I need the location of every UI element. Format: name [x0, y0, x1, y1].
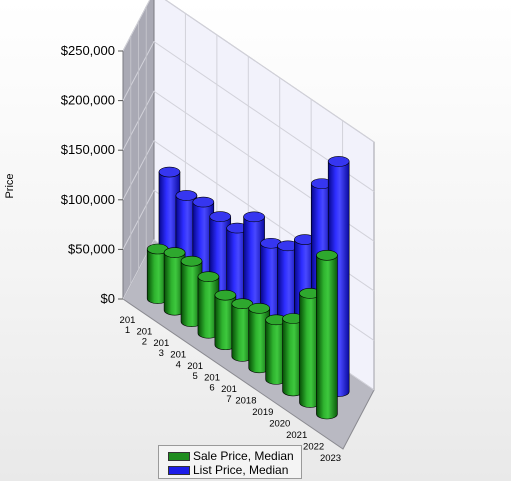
- y-tick-label: $200,000: [61, 93, 115, 108]
- x-tick-label-line: 7: [226, 394, 231, 405]
- bar-top: [192, 196, 215, 208]
- legend-label-sale: Sale Price, Median: [193, 449, 294, 463]
- legend-item-sale: Sale Price, Median: [168, 449, 301, 463]
- bar-sale: [299, 288, 321, 408]
- x-tick-label: 2023: [320, 453, 341, 464]
- legend: Sale Price, Median List Price, Median: [158, 445, 302, 479]
- bar-top: [180, 255, 203, 267]
- x-tick-label-line: 2019: [252, 407, 273, 418]
- gridline: [122, 0, 375, 143]
- x-tick-label-line: 4: [176, 359, 181, 370]
- bar-sale: [231, 298, 254, 362]
- x-tick-label-line: 6: [209, 382, 214, 393]
- bar-sale: [214, 289, 237, 351]
- bar-top: [327, 156, 350, 167]
- x-tick-label-line: 201: [153, 338, 169, 349]
- legend-label-list: List Price, Median: [193, 463, 289, 477]
- y-tick-label: $100,000: [61, 192, 115, 207]
- bar-top: [175, 190, 198, 201]
- y-axis-ticks: $0 $50,000 $100,000 $150,000 $200,000 $250,00…: [61, 43, 123, 306]
- x-tick-label: 2020: [269, 419, 290, 430]
- y-tick-label: $50,000: [68, 241, 115, 256]
- y-tick-label: $250,000: [61, 43, 115, 58]
- gridline: [122, 40, 375, 193]
- x-tick-label-line: 2018: [235, 396, 256, 407]
- bars: [146, 156, 350, 420]
- y-tick-label: $150,000: [61, 142, 115, 157]
- bar-top: [214, 289, 237, 301]
- x-tick-label: 2019: [252, 407, 273, 418]
- legend-swatch-sale: [168, 451, 190, 461]
- x-tick-label-line: 2020: [269, 419, 290, 430]
- x-tick-label: 201 3: [153, 338, 169, 359]
- bar-top: [209, 211, 232, 222]
- x-tick-label: 201 7: [221, 384, 237, 405]
- y-tick-label: $0: [101, 291, 115, 306]
- x-tick-label-line: 2021: [286, 430, 307, 441]
- x-tick-label-line: 3: [159, 348, 164, 359]
- x-tick-label-line: 2022: [303, 442, 324, 453]
- x-tick-label: 201 2: [136, 326, 152, 347]
- x-tick-label: 201 1: [120, 315, 136, 336]
- x-tick-label-line: 201: [136, 326, 152, 337]
- x-axis-labels: 201 1 201 2 201 3 201 4 201 5 201 6 201 7 201820192020…: [120, 315, 342, 464]
- x-tick-label-line: 201: [120, 315, 136, 326]
- bar-top: [158, 166, 181, 178]
- x-tick-label-line: 201: [221, 384, 237, 395]
- bar-body: [316, 254, 338, 420]
- gridline: [122, 90, 375, 242]
- x-tick-label-line: 2023: [320, 453, 341, 464]
- x-tick-label: 201 6: [204, 372, 220, 393]
- x-tick-label: 2021: [286, 430, 307, 441]
- bar-top: [231, 298, 254, 310]
- x-tick-label: 2018: [235, 396, 256, 407]
- legend-item-list: List Price, Median: [168, 463, 301, 477]
- x-tick-label-line: 1: [125, 325, 130, 336]
- x-tick-label-line: 2: [142, 336, 147, 347]
- x-tick-label-line: 201: [187, 361, 203, 372]
- x-tick-label-line: 201: [204, 372, 220, 383]
- bar-sale: [316, 249, 338, 420]
- bar-top: [248, 303, 271, 314]
- x-tick-label: 201 4: [170, 349, 186, 370]
- y-axis-title: Price: [4, 173, 16, 198]
- legend-swatch-list: [168, 465, 190, 475]
- x-tick-label: 2022: [303, 442, 324, 453]
- bar-top: [163, 247, 186, 258]
- x-tick-label-line: 201: [170, 349, 186, 360]
- x-tick-label: 201 5: [187, 361, 203, 382]
- bar-top: [197, 271, 220, 282]
- bar-top: [316, 249, 338, 261]
- bar-top: [243, 211, 265, 223]
- x-tick-label-line: 5: [193, 371, 198, 382]
